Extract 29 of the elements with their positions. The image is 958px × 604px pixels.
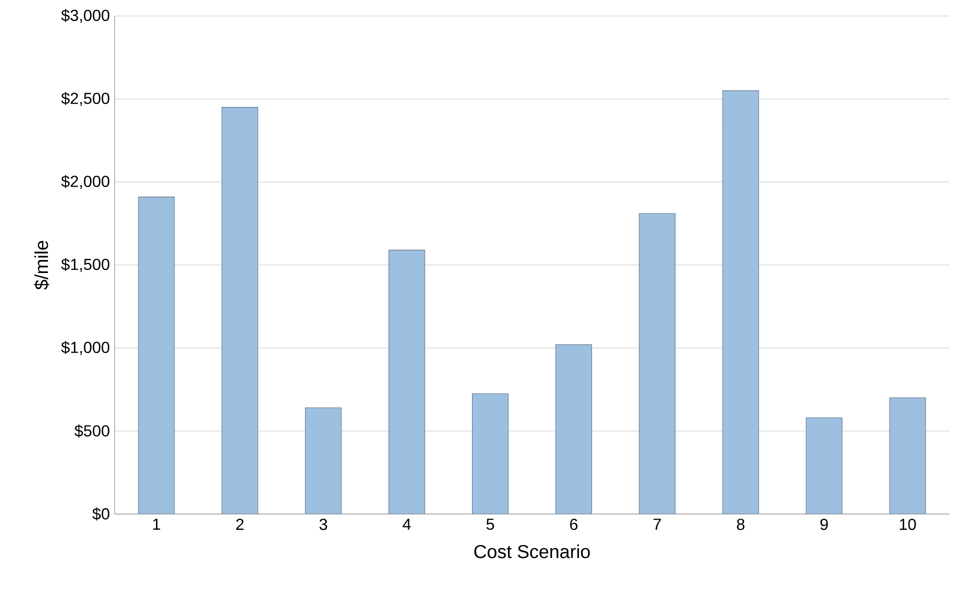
bar [222, 107, 258, 514]
x-tick-label: 9 [820, 518, 828, 530]
bar [388, 250, 426, 514]
x-tick-label: 3 [320, 518, 328, 530]
bar [305, 407, 342, 514]
y-tick-label: $0 [92, 508, 110, 520]
x-tick-label: 5 [486, 518, 494, 530]
bar [889, 398, 926, 514]
x-tick-label: 4 [402, 518, 411, 530]
x-tick-label: 1 [153, 518, 160, 530]
bar [806, 417, 842, 514]
y-tick-label: $1,000 [61, 341, 110, 355]
y-tick-label: $3,000 [61, 9, 110, 23]
x-tick-label: 7 [654, 518, 661, 530]
bar [555, 344, 592, 514]
y-axis-title: $/mile [34, 240, 50, 290]
bar [638, 213, 676, 514]
x-tick-label: 8 [736, 518, 744, 530]
y-tick-label: $1,500 [61, 258, 110, 272]
x-tick-label: 10 [900, 518, 916, 530]
bar [722, 90, 759, 514]
x-tick-label: 6 [570, 518, 578, 530]
x-axis-title: Cost Scenario [474, 544, 590, 558]
bar [472, 393, 509, 514]
x-tick-label: 2 [236, 518, 244, 530]
bar [138, 196, 175, 514]
y-tick-label: $500 [74, 424, 110, 438]
y-tick-label: $2,500 [61, 92, 110, 106]
y-tick-label: $2,000 [61, 175, 110, 189]
